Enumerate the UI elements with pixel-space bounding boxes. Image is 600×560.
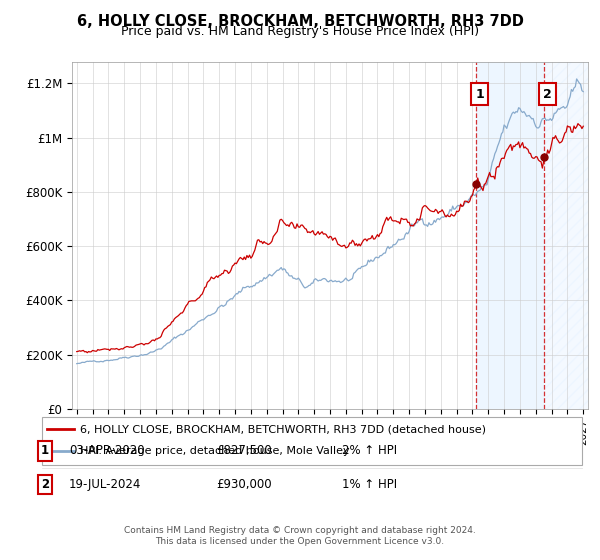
Text: 1% ↑ HPI: 1% ↑ HPI	[342, 478, 397, 491]
Text: 1: 1	[41, 444, 49, 458]
Text: 6, HOLLY CLOSE, BROCKHAM, BETCHWORTH, RH3 7DD (detached house): 6, HOLLY CLOSE, BROCKHAM, BETCHWORTH, RH…	[80, 424, 486, 434]
Text: Contains HM Land Registry data © Crown copyright and database right 2024.
This d: Contains HM Land Registry data © Crown c…	[124, 526, 476, 546]
Text: 2: 2	[543, 88, 552, 101]
Text: 2% ↑ HPI: 2% ↑ HPI	[342, 444, 397, 458]
Text: 1: 1	[475, 88, 484, 101]
Text: 2: 2	[41, 478, 49, 491]
Text: £930,000: £930,000	[216, 478, 272, 491]
Text: 6, HOLLY CLOSE, BROCKHAM, BETCHWORTH, RH3 7DD: 6, HOLLY CLOSE, BROCKHAM, BETCHWORTH, RH…	[77, 14, 523, 29]
FancyBboxPatch shape	[42, 417, 582, 465]
Text: HPI: Average price, detached house, Mole Valley: HPI: Average price, detached house, Mole…	[80, 446, 349, 456]
Text: 03-APR-2020: 03-APR-2020	[69, 444, 145, 458]
Text: Price paid vs. HM Land Registry's House Price Index (HPI): Price paid vs. HM Land Registry's House …	[121, 25, 479, 38]
Text: 19-JUL-2024: 19-JUL-2024	[69, 478, 142, 491]
Bar	[544, 62, 600, 409]
Bar	[476, 62, 544, 409]
Text: £827,500: £827,500	[216, 444, 272, 458]
